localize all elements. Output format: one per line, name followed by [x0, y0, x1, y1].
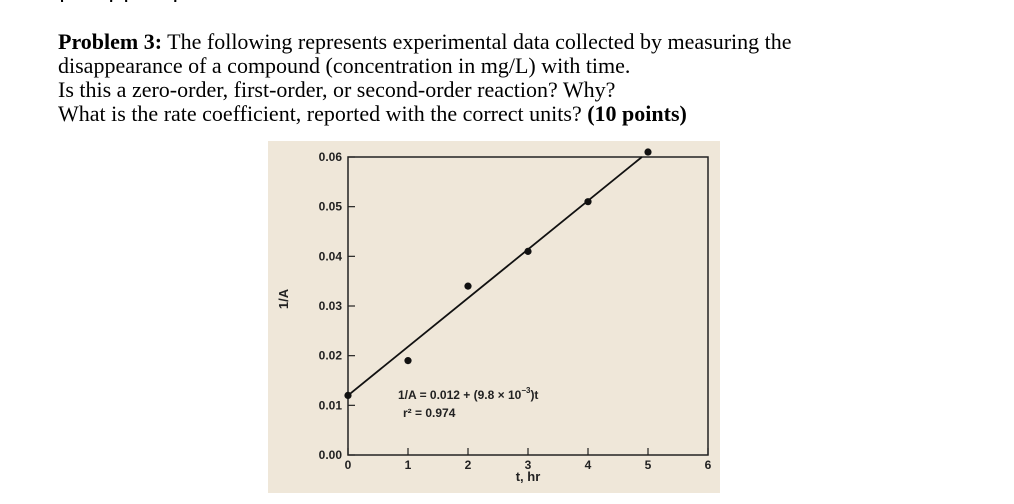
data-point — [464, 282, 472, 290]
fit-equation-main: 1/A = 0.012 + (9.8 × 10 — [398, 388, 522, 402]
y-tick-label: 0.02 — [319, 349, 343, 363]
x-tick-label: 1 — [405, 458, 412, 472]
y-axis-label: 1/A — [276, 288, 291, 309]
x-axis-label: t, hr — [516, 469, 541, 484]
y-tick-label: 0.06 — [319, 150, 343, 164]
data-point — [524, 247, 532, 255]
y-tick-label: 0.05 — [319, 200, 343, 214]
x-tick-label: 3 — [525, 458, 532, 472]
scatter-chart: 1/A t, hr 0.00 0.01 0.02 0.03 0.04 0.05 0.06 0 1… — [276, 148, 712, 484]
y-tick-label: 0.01 — [319, 398, 343, 412]
problem-line-4: What is the rate coefficient, reported w… — [58, 102, 978, 126]
y-tick-label: 0.00 — [319, 448, 343, 462]
fit-line — [347, 156, 643, 397]
problem-statement: Problem 3: The following represents expe… — [58, 30, 978, 126]
fit-equation: 1/A = 0.012 + (9.8 × 10−3)t — [398, 386, 538, 402]
scanned-figure: 1/A t, hr 0.00 0.01 0.02 0.03 0.04 0.05 0.06 0 1… — [268, 141, 720, 493]
x-tick-label: 6 — [705, 458, 712, 472]
problem-label: Problem 3: — [58, 29, 163, 54]
problem-line-4-text: What is the rate coefficient, reported w… — [58, 101, 588, 126]
x-tick-label: 2 — [465, 458, 472, 472]
problem-line-2: disappearance of a compound (concentrati… — [58, 53, 631, 78]
y-tick-label: 0.03 — [319, 299, 343, 313]
problem-line-1: Problem 3: The following represents expe… — [58, 30, 978, 54]
points-label: (10 points) — [587, 101, 687, 126]
plot-frame — [347, 156, 709, 456]
problem-line-1-text: The following represents experimental da… — [162, 29, 792, 54]
x-tick-label: 0 — [345, 458, 352, 472]
cut-off-text-line: ( . . . ), ( . . . ) — [60, 0, 580, 2]
x-tick-label: 4 — [585, 458, 592, 472]
fit-equation-exponent: −3 — [521, 386, 531, 395]
data-point — [344, 391, 352, 399]
r-squared: r² = 0.974 — [403, 406, 456, 420]
x-tick-label: 5 — [645, 458, 652, 472]
data-point — [404, 357, 412, 365]
data-point — [644, 148, 652, 156]
fit-equation-t: )t — [530, 388, 538, 402]
y-tick-label: 0.04 — [319, 249, 343, 263]
data-point — [584, 198, 592, 206]
problem-line-3: Is this a zero-order, first-order, or se… — [58, 77, 616, 102]
